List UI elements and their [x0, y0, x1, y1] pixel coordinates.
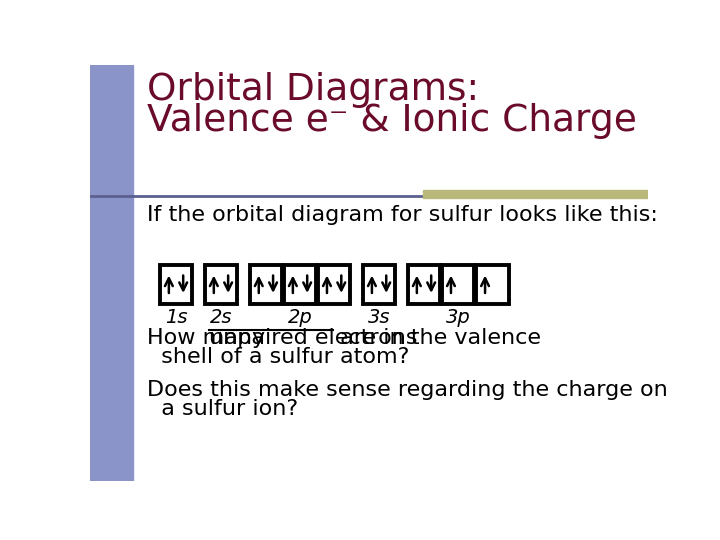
- Text: 1s: 1s: [165, 308, 187, 327]
- Bar: [160, 265, 192, 303]
- Bar: [408, 265, 441, 303]
- Bar: [318, 265, 351, 303]
- Text: Orbital Diagrams:: Orbital Diagrams:: [147, 72, 479, 109]
- Text: 2s: 2s: [210, 308, 233, 327]
- Text: 2p: 2p: [288, 308, 312, 327]
- Bar: [476, 265, 508, 303]
- Bar: [423, 190, 648, 198]
- Bar: [284, 265, 316, 303]
- Bar: [250, 265, 282, 303]
- Text: shell of a sulfur atom?: shell of a sulfur atom?: [147, 347, 409, 367]
- Bar: [363, 265, 395, 303]
- Bar: [204, 265, 238, 303]
- Text: a sulfur ion?: a sulfur ion?: [147, 399, 297, 419]
- Text: Valence e⁻ & Ionic Charge: Valence e⁻ & Ionic Charge: [147, 103, 636, 139]
- Text: 3s: 3s: [368, 308, 390, 327]
- Text: If the orbital diagram for sulfur looks like this:: If the orbital diagram for sulfur looks …: [147, 205, 657, 225]
- Bar: [90, 65, 132, 481]
- Text: Does this make sense regarding the charge on: Does this make sense regarding the charg…: [147, 381, 667, 401]
- Text: 3p: 3p: [446, 308, 470, 327]
- Text: unpaired electrons: unpaired electrons: [209, 328, 417, 348]
- Bar: [442, 265, 474, 303]
- Text: How many: How many: [147, 328, 272, 348]
- Text: are in the valence: are in the valence: [333, 328, 541, 348]
